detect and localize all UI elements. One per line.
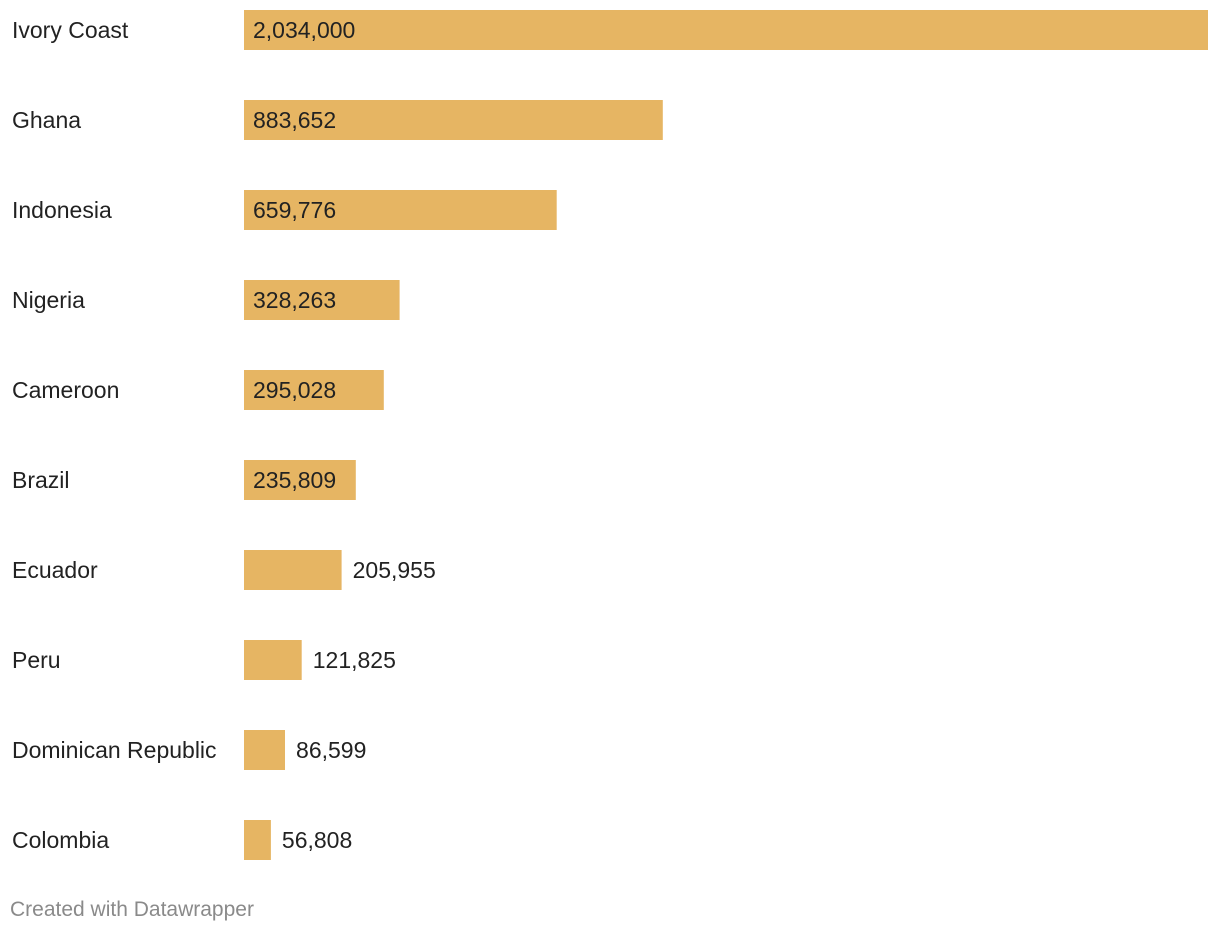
category-label: Ecuador xyxy=(12,557,98,583)
value-label: 2,034,000 xyxy=(253,17,355,43)
value-label: 883,652 xyxy=(253,107,336,133)
bar xyxy=(244,730,285,770)
category-label: Nigeria xyxy=(12,287,85,313)
value-label: 121,825 xyxy=(313,647,396,673)
category-label: Ivory Coast xyxy=(12,17,129,43)
category-label: Brazil xyxy=(12,467,70,493)
category-label: Cameroon xyxy=(12,377,119,403)
bar xyxy=(244,640,302,680)
category-label: Indonesia xyxy=(12,197,112,223)
category-label: Colombia xyxy=(12,827,109,853)
value-label: 56,808 xyxy=(282,827,352,853)
bar xyxy=(244,550,342,590)
bar xyxy=(244,190,557,230)
bar xyxy=(244,460,356,500)
bar xyxy=(244,280,400,320)
bar xyxy=(244,370,384,410)
value-label: 86,599 xyxy=(296,737,366,763)
bar xyxy=(244,100,663,140)
bar xyxy=(244,820,271,860)
value-label: 295,028 xyxy=(253,377,336,403)
bar xyxy=(244,10,1208,50)
datawrapper-credit: Created with Datawrapper xyxy=(10,898,254,921)
bar-chart: Ivory Coast 2,034,000 Ghana 883,652 Indonesi… xyxy=(12,10,1208,860)
value-label: 328,263 xyxy=(253,287,336,313)
value-label: 205,955 xyxy=(353,557,436,583)
value-label: 235,809 xyxy=(253,467,336,493)
category-label: Peru xyxy=(12,647,61,673)
category-label: Ghana xyxy=(12,107,81,133)
category-label: Dominican Republic xyxy=(12,737,217,763)
value-label: 659,776 xyxy=(253,197,336,223)
